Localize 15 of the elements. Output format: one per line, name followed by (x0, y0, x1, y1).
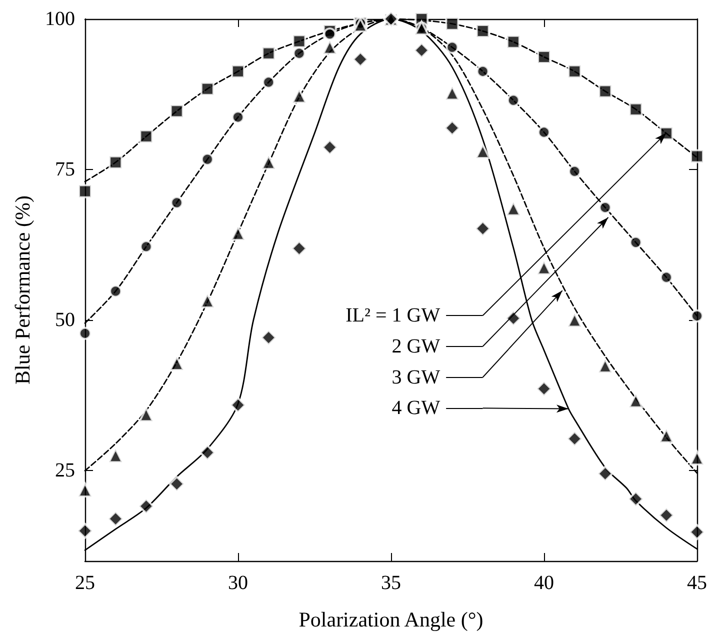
x-tick-label: 40 (534, 572, 554, 594)
y-tick-label: 50 (55, 309, 75, 332)
annotation: 3 GW (392, 366, 440, 388)
x-tick-label: 25 (75, 572, 95, 594)
x-axis-title: Polarization Angle (°) (298, 608, 484, 632)
x-tick-label: 30 (228, 572, 248, 594)
annotation: 2 GW (392, 335, 440, 358)
x-tick-label: 35 (381, 572, 401, 594)
y-tick-label: 75 (55, 158, 75, 181)
annotation: 4 GW (392, 397, 440, 420)
y-tick-label: 100 (45, 8, 75, 30)
annotation: IL² = 1 GW (346, 304, 440, 326)
x-tick-label: 45 (687, 572, 707, 594)
y-tick-label: 25 (55, 460, 75, 482)
y-axis-title: Blue Performance (%) (10, 196, 34, 384)
